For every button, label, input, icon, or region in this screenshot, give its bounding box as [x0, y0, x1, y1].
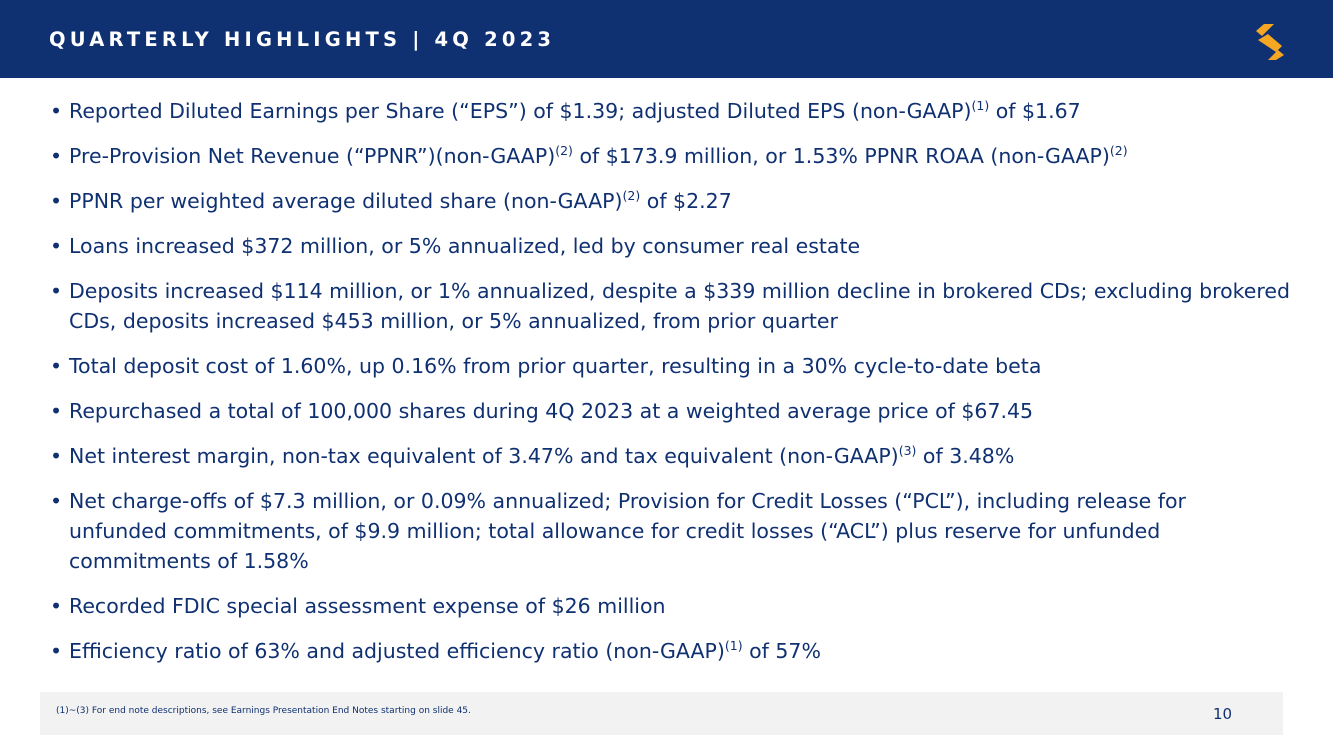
bullet-icon: •: [50, 189, 63, 213]
bullet-icon: •: [50, 354, 63, 378]
item-text-cont: of $2.27: [640, 189, 732, 213]
list-item: • Pre-Provision Net Revenue (“PPNR”)(non-…: [50, 141, 1290, 171]
bullet-icon: •: [50, 399, 63, 423]
item-text-cont: of 57%: [742, 639, 821, 663]
item-text: Loans increased $372 million, or 5% annu…: [69, 234, 861, 258]
list-item: • Efficiency ratio of 63% and adjusted ef…: [50, 636, 1290, 666]
footnote-ref: (1): [724, 638, 743, 654]
footnote-ref: (3): [898, 443, 917, 459]
item-text: PPNR per weighted average diluted share …: [69, 189, 623, 213]
slide-title: QUARTERLY HIGHLIGHTS | 4Q 2023: [49, 28, 556, 51]
bullet-icon: •: [50, 489, 63, 513]
list-item: • Net charge-offs of $7.3 million, or 0.0…: [50, 486, 1290, 576]
highlights-list: • Reported Diluted Earnings per Share (“E…: [50, 96, 1290, 681]
bullet-icon: •: [50, 639, 63, 663]
item-text: Pre-Provision Net Revenue (“PPNR”)(non-G…: [69, 144, 556, 168]
item-text: Net charge-offs of $7.3 million, or 0.09…: [69, 489, 1186, 573]
bullet-icon: •: [50, 279, 63, 303]
item-text: Efficiency ratio of 63% and adjusted eff…: [69, 639, 725, 663]
list-item: • Reported Diluted Earnings per Share (“E…: [50, 96, 1290, 126]
bullet-icon: •: [50, 594, 63, 618]
item-text: Repurchased a total of 100,000 shares du…: [69, 399, 1034, 423]
list-item: • Total deposit cost of 1.60%, up 0.16% f…: [50, 351, 1290, 381]
footnote-text: (1)~(3) For end note descriptions, see E…: [56, 706, 471, 716]
bullet-icon: •: [50, 234, 63, 258]
bullet-icon: •: [50, 99, 63, 123]
footnote-ref: (2): [622, 188, 641, 204]
footnote-ref: (2): [1109, 143, 1128, 159]
footnote-ref: (1): [971, 98, 990, 114]
item-text: Deposits increased $114 million, or 1% a…: [69, 279, 1291, 333]
list-item: • Loans increased $372 million, or 5% ann…: [50, 231, 1290, 261]
bullet-icon: •: [50, 144, 63, 168]
footnote-ref: (2): [555, 143, 573, 159]
item-text-cont: of $173.9 million, or 1.53% PPNR ROAA (n…: [572, 144, 1110, 168]
item-text: Recorded FDIC special assessment expense…: [69, 594, 666, 618]
item-text: Reported Diluted Earnings per Share (“EP…: [69, 99, 972, 123]
company-s-logo-icon: [1256, 24, 1284, 60]
item-text: Net interest margin, non-tax equivalent …: [69, 444, 899, 468]
list-item: • Net interest margin, non-tax equivalent…: [50, 441, 1290, 471]
page-number: 10: [1213, 705, 1233, 723]
list-item: • Repurchased a total of 100,000 shares d…: [50, 396, 1290, 426]
item-text-cont: of $1.67: [989, 99, 1081, 123]
item-text: Total deposit cost of 1.60%, up 0.16% fr…: [69, 354, 1042, 378]
list-item: • Recorded FDIC special assessment expens…: [50, 591, 1290, 621]
header-bar: QUARTERLY HIGHLIGHTS | 4Q 2023: [0, 0, 1333, 78]
list-item: • Deposits increased $114 million, or 1% …: [50, 276, 1290, 336]
footer-bar: (1)~(3) For end note descriptions, see E…: [40, 692, 1283, 735]
bullet-icon: •: [50, 444, 63, 468]
item-text-cont: of 3.48%: [916, 444, 1015, 468]
list-item: • PPNR per weighted average diluted share…: [50, 186, 1290, 216]
